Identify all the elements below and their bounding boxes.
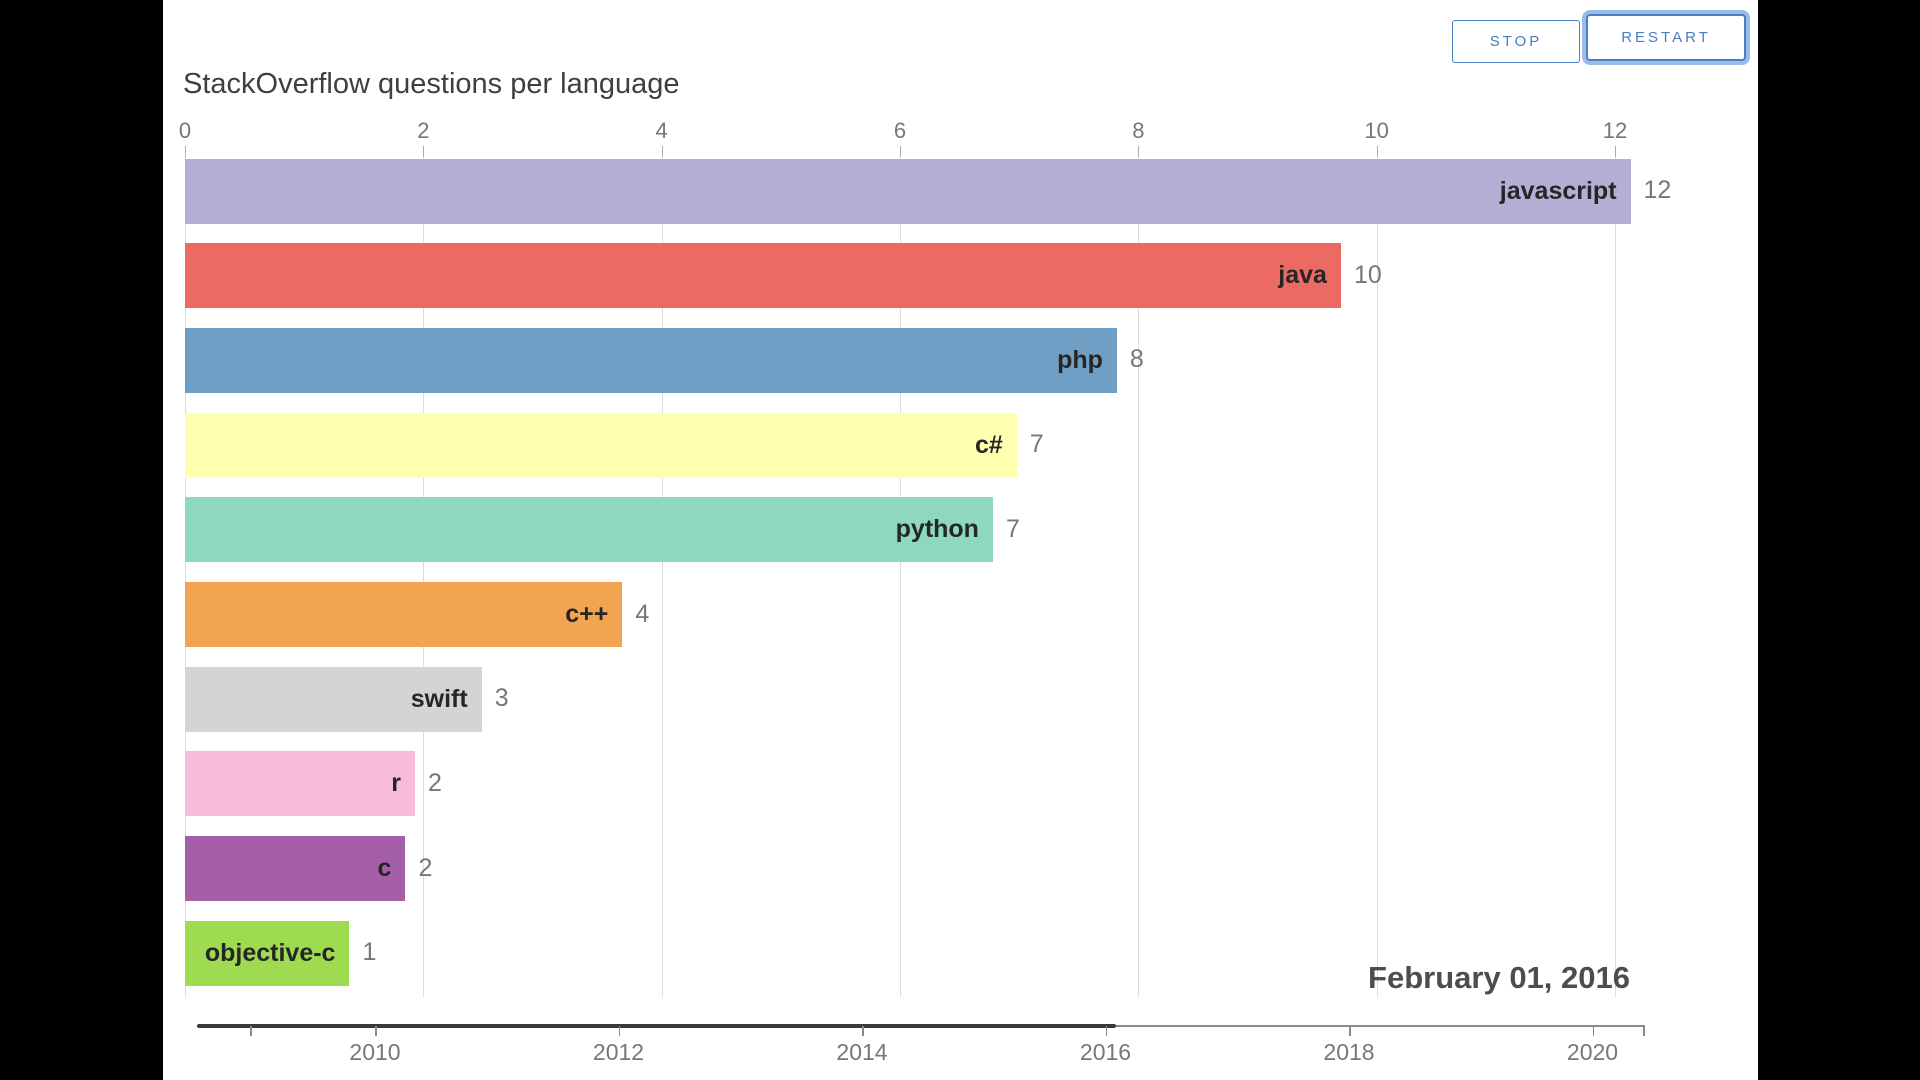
gridline — [1138, 157, 1140, 997]
bar-label: swift — [410, 684, 468, 713]
bar-row-objective-c: objective-c — [185, 920, 350, 986]
bar-value-label: 2 — [427, 768, 442, 797]
bar-value-label: 8 — [1129, 345, 1144, 374]
bar-label: r — [391, 769, 401, 798]
timeline-tick — [1349, 1026, 1351, 1036]
timeline-tick — [375, 1026, 377, 1036]
value-axis-tick-label: 8 — [1132, 118, 1145, 143]
value-axis-tick-mark — [1138, 146, 1140, 157]
gridline — [1376, 157, 1378, 997]
value-axis-tick-mark — [661, 146, 663, 157]
gridline — [1615, 157, 1617, 997]
value-axis-tick-label: 12 — [1602, 118, 1628, 143]
bar-value-label: 7 — [1005, 514, 1020, 543]
current-date-label: February 01, 2016 — [1368, 960, 1630, 995]
timeline-tick-label: 2018 — [1323, 1039, 1375, 1065]
timeline-tick-label: 2010 — [349, 1039, 401, 1065]
value-axis-tick-label: 0 — [178, 118, 192, 143]
value-axis-tick-mark — [900, 146, 902, 157]
bar-label: c# — [974, 430, 1003, 459]
gridline — [661, 157, 663, 997]
gridline — [185, 157, 186, 997]
stop-button[interactable]: STOP — [1452, 20, 1580, 63]
timeline-tick — [618, 1026, 620, 1036]
bar-label: objective-c — [204, 938, 336, 967]
gridline — [900, 157, 902, 997]
bar-row-python: python — [185, 497, 993, 563]
value-axis-tick-label: 2 — [417, 118, 430, 143]
bar-value-label: 7 — [1029, 430, 1044, 459]
bar-row-javascript: javascript — [185, 158, 1631, 224]
bar-row-c-: c++ — [185, 582, 623, 647]
timeline-tick-label: 2016 — [1079, 1039, 1132, 1065]
value-axis-tick-label: 10 — [1364, 118, 1389, 143]
value-axis-tick-label: 6 — [893, 118, 907, 143]
bar-value-label: 12 — [1643, 176, 1672, 204]
value-axis-tick-label: 4 — [655, 118, 668, 143]
bar-label: php — [1057, 345, 1103, 374]
gridline — [423, 157, 425, 997]
value-axis-tick-mark — [1376, 146, 1378, 157]
bar-row-swift: swift — [185, 666, 482, 732]
bar-value-label: 3 — [494, 684, 509, 713]
bar-row-java: java — [185, 243, 1341, 309]
timeline-tick — [1592, 1026, 1594, 1036]
bar-value-label: 4 — [635, 599, 650, 628]
chart-title: StackOverflow questions per language — [183, 68, 680, 100]
timeline-tick-label: 2012 — [592, 1039, 645, 1065]
timeline-tick-label: 2014 — [836, 1039, 888, 1065]
bar-row-c-: c# — [185, 412, 1017, 478]
bar-label: c — [377, 854, 392, 883]
bar-row-r: r — [185, 751, 415, 817]
timeline-tick — [862, 1026, 864, 1036]
restart-button[interactable]: RESTART — [1586, 14, 1746, 61]
bar-label: python — [895, 515, 979, 544]
value-axis-tick-mark — [1615, 146, 1617, 157]
value-axis-tick-mark — [185, 146, 186, 157]
timeline-tick-label: 2020 — [1566, 1039, 1619, 1065]
bar-row-c: c — [185, 836, 406, 902]
bar-value-label: 10 — [1353, 260, 1382, 289]
timeline-progress[interactable] — [197, 1023, 1117, 1028]
bar-row-php: php — [185, 327, 1117, 393]
bar-value-label: 2 — [418, 853, 433, 882]
bar-label: java — [1278, 261, 1327, 290]
bar-label: javascript — [1499, 176, 1617, 205]
timeline-tick — [1105, 1026, 1107, 1036]
value-axis-tick-mark — [423, 146, 425, 157]
timeline-boundary-tick — [1643, 1026, 1645, 1036]
timeline-boundary-tick — [250, 1026, 252, 1036]
bar-label: c++ — [565, 600, 609, 628]
bar-value-label: 1 — [362, 938, 377, 967]
